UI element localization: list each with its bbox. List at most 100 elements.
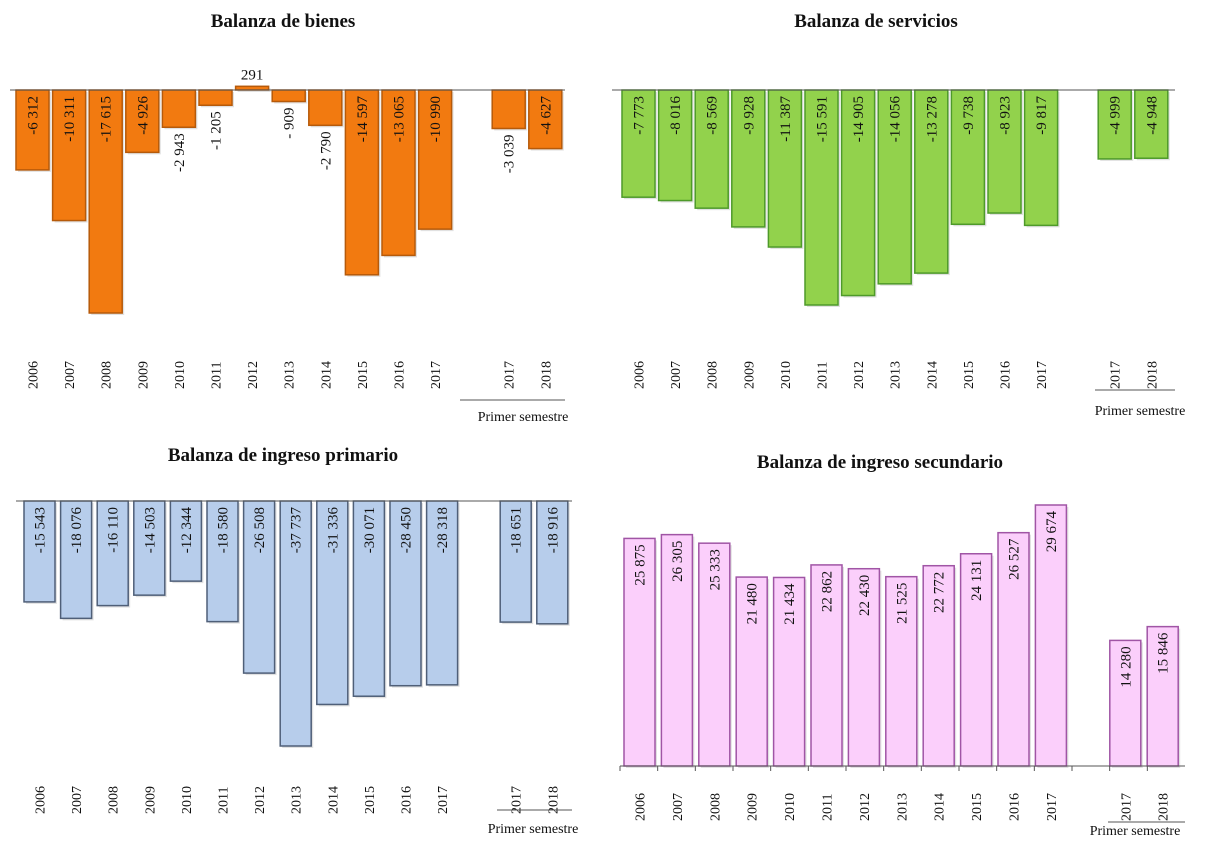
data-label: -18 076 — [69, 507, 85, 554]
category-label: 2008 — [708, 793, 723, 821]
bar — [51, 89, 87, 222]
bar — [352, 500, 386, 697]
data-label: 21 525 — [894, 583, 910, 624]
bar — [242, 500, 276, 674]
category-label: 2014 — [925, 361, 940, 389]
category-label: 2017 — [1109, 361, 1124, 389]
category-label: 2012 — [852, 361, 867, 389]
data-label: -2 943 — [172, 133, 188, 172]
data-label: 26 527 — [1007, 538, 1023, 580]
category-label: 2018 — [1157, 793, 1172, 821]
data-label: -4 999 — [1108, 96, 1124, 135]
data-label: -28 318 — [435, 507, 451, 553]
category-label: 2017 — [436, 786, 451, 814]
category-label: 2012 — [858, 793, 873, 821]
bar — [15, 89, 50, 171]
category-label: 2010 — [783, 793, 798, 821]
bar — [96, 500, 129, 607]
chart-title: Balanza de ingreso primario — [168, 445, 398, 466]
data-label: 15 846 — [1156, 632, 1172, 674]
category-label: 2013 — [290, 786, 305, 814]
data-label: -15 543 — [33, 507, 49, 553]
data-label: -4 926 — [135, 96, 151, 135]
data-label: - 909 — [282, 108, 298, 139]
data-label: 22 430 — [857, 575, 873, 616]
category-label: 2006 — [34, 786, 49, 814]
category-label: 2017 — [429, 361, 444, 389]
data-label: -30 071 — [362, 507, 378, 553]
data-label: -18 651 — [509, 507, 525, 553]
bar — [308, 89, 343, 127]
group-label: Primer semestre — [488, 822, 579, 837]
category-label: 2010 — [180, 786, 195, 814]
bar — [877, 89, 912, 285]
data-label: -14 503 — [142, 507, 158, 553]
bar — [804, 89, 839, 306]
data-label: -17 615 — [99, 96, 115, 142]
bar — [491, 89, 526, 130]
data-label: -15 591 — [815, 96, 831, 142]
bar — [23, 500, 56, 603]
bar — [772, 576, 806, 767]
category-label: 2016 — [393, 361, 408, 389]
data-label: 26 305 — [670, 541, 686, 582]
category-label: 2012 — [253, 786, 268, 814]
chart-panel-3: Balanza de ingreso primario -15 543 2006 -1… — [16, 445, 578, 837]
category-label: 2018 — [539, 361, 554, 389]
category-label: 2008 — [100, 361, 115, 389]
category-label: 2018 — [546, 786, 561, 814]
data-label: 25 333 — [707, 549, 723, 590]
chart-panel-4: Balanza de ingreso secundario 25 875 2006 2… — [619, 452, 1185, 839]
bar — [536, 500, 569, 625]
data-label: -8 569 — [705, 96, 721, 135]
category-label: 2007 — [671, 793, 686, 821]
bar — [660, 533, 694, 767]
data-label: -8 923 — [998, 96, 1014, 135]
data-label: 29 674 — [1044, 511, 1060, 553]
category-label: 2016 — [400, 786, 415, 814]
category-label: 2015 — [356, 361, 371, 389]
bar — [425, 500, 459, 686]
data-label: -9 817 — [1034, 96, 1050, 135]
data-label: -26 508 — [252, 507, 268, 553]
bar — [623, 537, 656, 767]
bar — [499, 500, 532, 623]
data-label: -10 311 — [62, 96, 78, 142]
data-label: 21 480 — [745, 583, 761, 624]
bar — [161, 89, 197, 129]
category-label: 2007 — [669, 361, 684, 389]
bar — [657, 89, 693, 202]
bar — [198, 89, 233, 107]
category-label: 2009 — [136, 361, 151, 389]
data-label: -14 905 — [851, 96, 867, 142]
category-label: 2006 — [633, 361, 648, 389]
bar — [206, 500, 239, 623]
category-label: 2013 — [283, 361, 298, 389]
category-label: 2015 — [970, 793, 985, 821]
category-label: 2014 — [326, 786, 341, 814]
data-label: 24 131 — [969, 560, 985, 601]
bar — [528, 89, 563, 150]
category-label: 2011 — [816, 362, 831, 389]
category-label: 2017 — [1035, 361, 1050, 389]
group-label: Primer semestre — [478, 410, 569, 425]
data-label: 21 434 — [782, 583, 798, 625]
bar — [735, 576, 768, 767]
bar — [169, 500, 203, 582]
category-label: 2015 — [363, 786, 378, 814]
chart-panel-2: Balanza de servicios -7 773 2006 -8 016 2007… — [612, 11, 1185, 419]
bar — [417, 89, 453, 230]
category-label: 2017 — [1045, 793, 1060, 821]
category-label: 2013 — [895, 793, 910, 821]
category-label: 2009 — [143, 786, 158, 814]
category-label: 2017 — [510, 786, 525, 814]
bar — [389, 500, 422, 687]
category-label: 2010 — [173, 361, 188, 389]
bar — [987, 89, 1022, 214]
category-label: 2008 — [107, 786, 122, 814]
data-label: -13 065 — [392, 96, 408, 142]
data-label: -14 056 — [888, 96, 904, 143]
bar — [922, 564, 955, 767]
category-label: 2009 — [746, 793, 761, 821]
category-label: 2018 — [1145, 361, 1160, 389]
